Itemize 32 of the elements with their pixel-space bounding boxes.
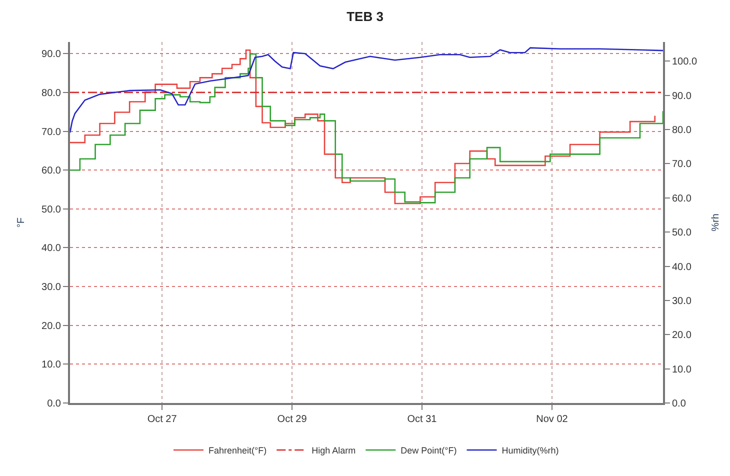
y2-tick-label: 60.0 [672, 193, 692, 204]
y-tick-label: 40.0 [42, 243, 62, 254]
x-tick-label: Oct 31 [407, 414, 438, 425]
chart-title: TEB 3 [346, 9, 384, 24]
x-tick-label: Nov 02 [536, 414, 568, 425]
legend-label: High Alarm [312, 446, 356, 456]
y-tick-label: 50.0 [42, 204, 62, 216]
y-tick-label: 80.0 [42, 88, 62, 99]
y-tick-label: 10.0 [42, 360, 62, 371]
y2-tick-label: 100.0 [672, 56, 698, 68]
y2-tick-label: 20.0 [672, 330, 692, 342]
y2-tick-label: 50.0 [672, 228, 692, 239]
y-tick-label: 60.0 [42, 166, 62, 177]
y2-tick-label: 0.0 [672, 398, 686, 410]
legend-label: Humidity(%rh) [502, 446, 559, 456]
y-tick-label: 30.0 [42, 282, 62, 294]
y2-tick-label: 80.0 [672, 125, 692, 136]
y-tick-label: 70.0 [42, 126, 62, 138]
y-tick-label: 90.0 [42, 49, 62, 60]
legend-label: Fahrenheit(°F) [208, 446, 267, 456]
y2-axis-title: %rh [710, 214, 722, 232]
y2-tick-label: 40.0 [672, 262, 692, 273]
y2-tick-label: 90.0 [672, 90, 692, 102]
y-tick-label: 20.0 [42, 320, 62, 332]
y2-tick-label: 10.0 [672, 364, 692, 376]
y-axis-title: °F [16, 217, 28, 228]
y2-tick-label: 70.0 [672, 159, 692, 170]
x-tick-label: Oct 27 [147, 414, 178, 425]
legend-label: Dew Point(°F) [400, 446, 457, 456]
y-tick-label: 0.0 [47, 398, 62, 410]
y2-tick-label: 30.0 [672, 296, 692, 307]
x-tick-label: Oct 29 [277, 414, 308, 425]
